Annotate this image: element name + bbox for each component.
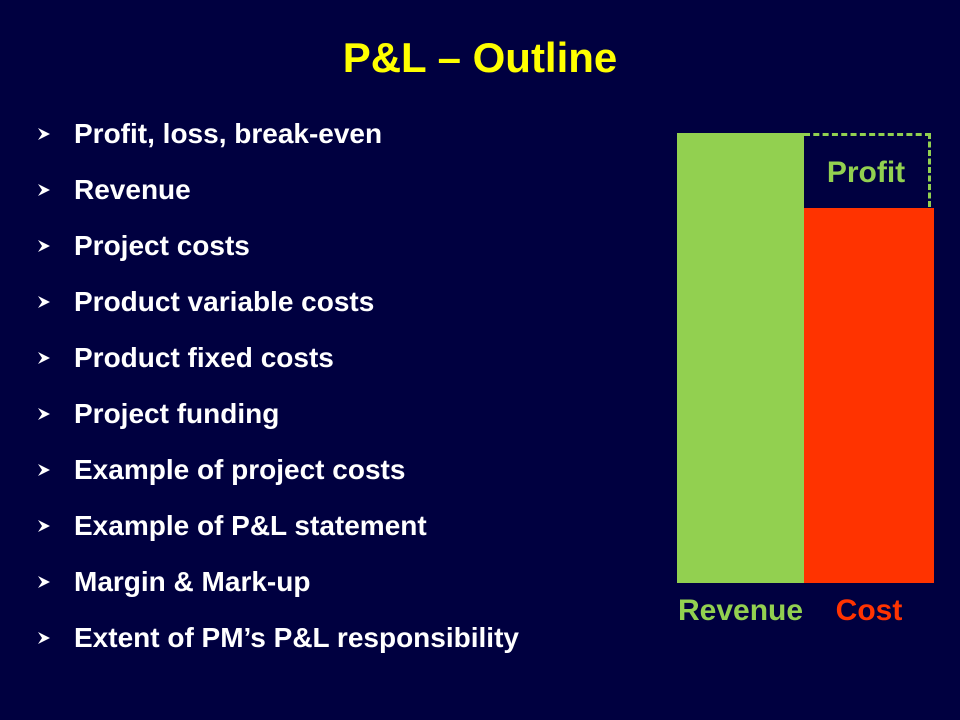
- outline-item-label: Example of project costs: [74, 454, 406, 485]
- arrow-bullet-icon: [36, 126, 74, 142]
- outline-item: Profit, loss, break-even: [36, 106, 636, 162]
- outline-item-label: Project costs: [74, 230, 250, 261]
- outline-item-label: Profit, loss, break-even: [74, 118, 383, 149]
- arrow-bullet-icon: [36, 518, 74, 534]
- pl-diagram: Profit Revenue Cost: [670, 125, 945, 645]
- outline-item-label: Product variable costs: [74, 286, 375, 317]
- arrow-bullet-icon: [36, 350, 74, 366]
- profit-label: Profit: [826, 155, 906, 189]
- arrow-bullet-icon: [36, 294, 74, 310]
- arrow-bullet-icon: [36, 182, 74, 198]
- outline-item: Example of P&L statement: [36, 498, 636, 554]
- arrow-bullet-icon: [36, 406, 74, 422]
- revenue-bar: [677, 133, 804, 583]
- outline-item: Project funding: [36, 386, 636, 442]
- arrow-bullet-icon: [36, 238, 74, 254]
- outline-item-label: Revenue: [74, 174, 191, 205]
- arrow-bullet-icon: [36, 630, 74, 646]
- outline-item-label: Margin & Mark-up: [74, 566, 311, 597]
- outline-item: Revenue: [36, 162, 636, 218]
- outline-item-label: Example of P&L statement: [74, 510, 427, 541]
- arrow-bullet-icon: [36, 462, 74, 478]
- outline-item: Project costs: [36, 218, 636, 274]
- arrow-bullet-icon: [36, 574, 74, 590]
- revenue-label: Revenue: [677, 594, 804, 627]
- slide-title: P&L – Outline: [342, 34, 618, 81]
- outline-item: Margin & Mark-up: [36, 554, 636, 610]
- outline-item: Product fixed costs: [36, 330, 636, 386]
- cost-bar: [804, 208, 934, 583]
- outline-item: Product variable costs: [36, 274, 636, 330]
- outline-item: Extent of PM’s P&L responsibility: [36, 610, 636, 666]
- outline-list: Profit, loss, break-even Revenue Project…: [36, 106, 636, 666]
- outline-item-label: Product fixed costs: [74, 342, 334, 373]
- outline-item: Example of project costs: [36, 442, 636, 498]
- outline-item-label: Extent of PM’s P&L responsibility: [74, 622, 519, 653]
- cost-label: Cost: [835, 594, 903, 627]
- profit-box: Profit: [804, 133, 931, 207]
- outline-item-label: Project funding: [74, 398, 280, 429]
